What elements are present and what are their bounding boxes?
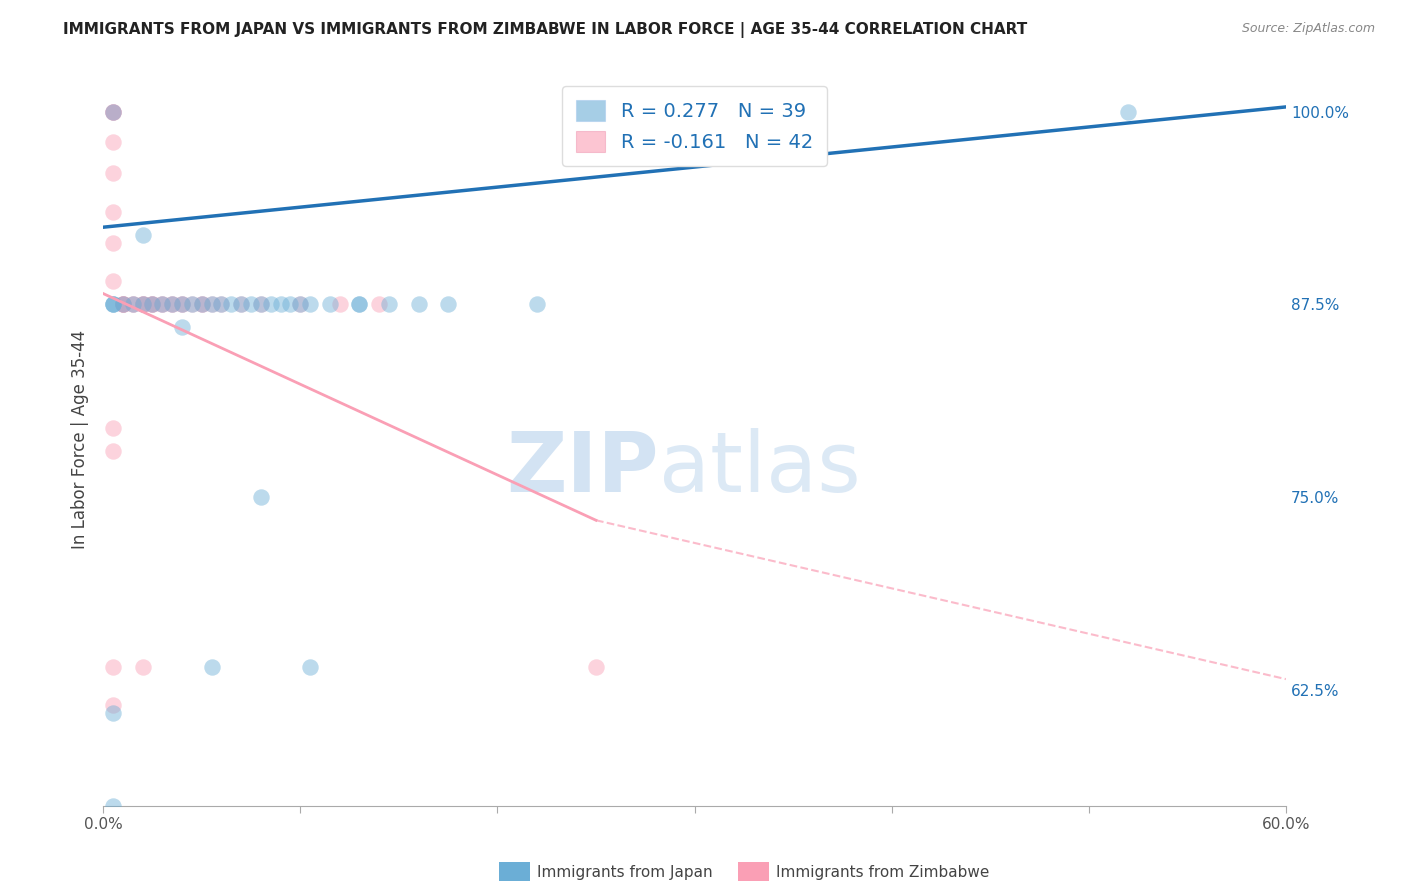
Point <box>141 297 163 311</box>
Point <box>101 274 124 288</box>
Text: atlas: atlas <box>659 428 860 509</box>
Text: IMMIGRANTS FROM JAPAN VS IMMIGRANTS FROM ZIMBABWE IN LABOR FORCE | AGE 35-44 COR: IMMIGRANTS FROM JAPAN VS IMMIGRANTS FROM… <box>63 22 1028 38</box>
Point <box>101 104 124 119</box>
Point <box>101 166 124 180</box>
Point <box>170 297 193 311</box>
Point <box>101 660 124 674</box>
Point <box>229 297 252 311</box>
Point <box>101 421 124 435</box>
Point <box>170 297 193 311</box>
Point <box>209 297 232 311</box>
Point <box>329 297 352 311</box>
Point <box>131 297 153 311</box>
Point <box>190 297 212 311</box>
Legend: R = 0.277   N = 39, R = -0.161   N = 42: R = 0.277 N = 39, R = -0.161 N = 42 <box>562 87 827 166</box>
Point <box>526 297 548 311</box>
Point <box>190 297 212 311</box>
Point <box>250 297 273 311</box>
Point <box>101 235 124 250</box>
Point <box>200 297 222 311</box>
Point <box>111 297 134 311</box>
Point <box>180 297 202 311</box>
Point <box>250 490 273 504</box>
Point <box>180 297 202 311</box>
Point <box>101 104 124 119</box>
Point <box>141 297 163 311</box>
Point <box>101 297 124 311</box>
Point <box>131 660 153 674</box>
Point <box>101 297 124 311</box>
Point <box>101 297 124 311</box>
Point <box>111 297 134 311</box>
Point <box>299 297 322 311</box>
Point <box>437 297 460 311</box>
Point <box>160 297 183 311</box>
Point <box>368 297 391 311</box>
Point <box>111 297 134 311</box>
Point <box>290 297 312 311</box>
Point <box>131 297 153 311</box>
Point <box>408 297 430 311</box>
Point <box>101 443 124 458</box>
Point <box>150 297 173 311</box>
Point <box>101 104 124 119</box>
Point <box>131 297 153 311</box>
Point <box>101 104 124 119</box>
Point <box>101 698 124 713</box>
Point <box>170 320 193 334</box>
Point <box>121 297 143 311</box>
Point <box>101 706 124 720</box>
Point <box>141 297 163 311</box>
Point <box>319 297 342 311</box>
Point <box>250 297 273 311</box>
Point <box>150 297 173 311</box>
Point <box>160 297 183 311</box>
Point <box>270 297 292 311</box>
Point <box>229 297 252 311</box>
Point <box>1116 104 1139 119</box>
Text: Immigrants from Zimbabwe: Immigrants from Zimbabwe <box>776 865 990 880</box>
Point <box>131 297 153 311</box>
Point <box>260 297 283 311</box>
Y-axis label: In Labor Force | Age 35-44: In Labor Force | Age 35-44 <box>72 330 89 549</box>
Point <box>141 297 163 311</box>
Point <box>200 297 222 311</box>
Point <box>121 297 143 311</box>
Point <box>131 227 153 242</box>
Point <box>200 660 222 674</box>
Point <box>349 297 371 311</box>
Point <box>111 297 134 311</box>
Text: Immigrants from Japan: Immigrants from Japan <box>537 865 713 880</box>
Point <box>290 297 312 311</box>
Point <box>160 297 183 311</box>
Point <box>378 297 401 311</box>
Point <box>150 297 173 311</box>
Point <box>219 297 242 311</box>
Point <box>349 297 371 311</box>
Text: ZIP: ZIP <box>506 428 659 509</box>
Point <box>101 798 124 813</box>
Point <box>190 297 212 311</box>
Point <box>585 660 607 674</box>
Point <box>101 136 124 150</box>
Text: Source: ZipAtlas.com: Source: ZipAtlas.com <box>1241 22 1375 36</box>
Point <box>101 204 124 219</box>
Point <box>240 297 263 311</box>
Point <box>209 297 232 311</box>
Point <box>111 297 134 311</box>
Point <box>170 297 193 311</box>
Point <box>121 297 143 311</box>
Point <box>280 297 302 311</box>
Point <box>299 660 322 674</box>
